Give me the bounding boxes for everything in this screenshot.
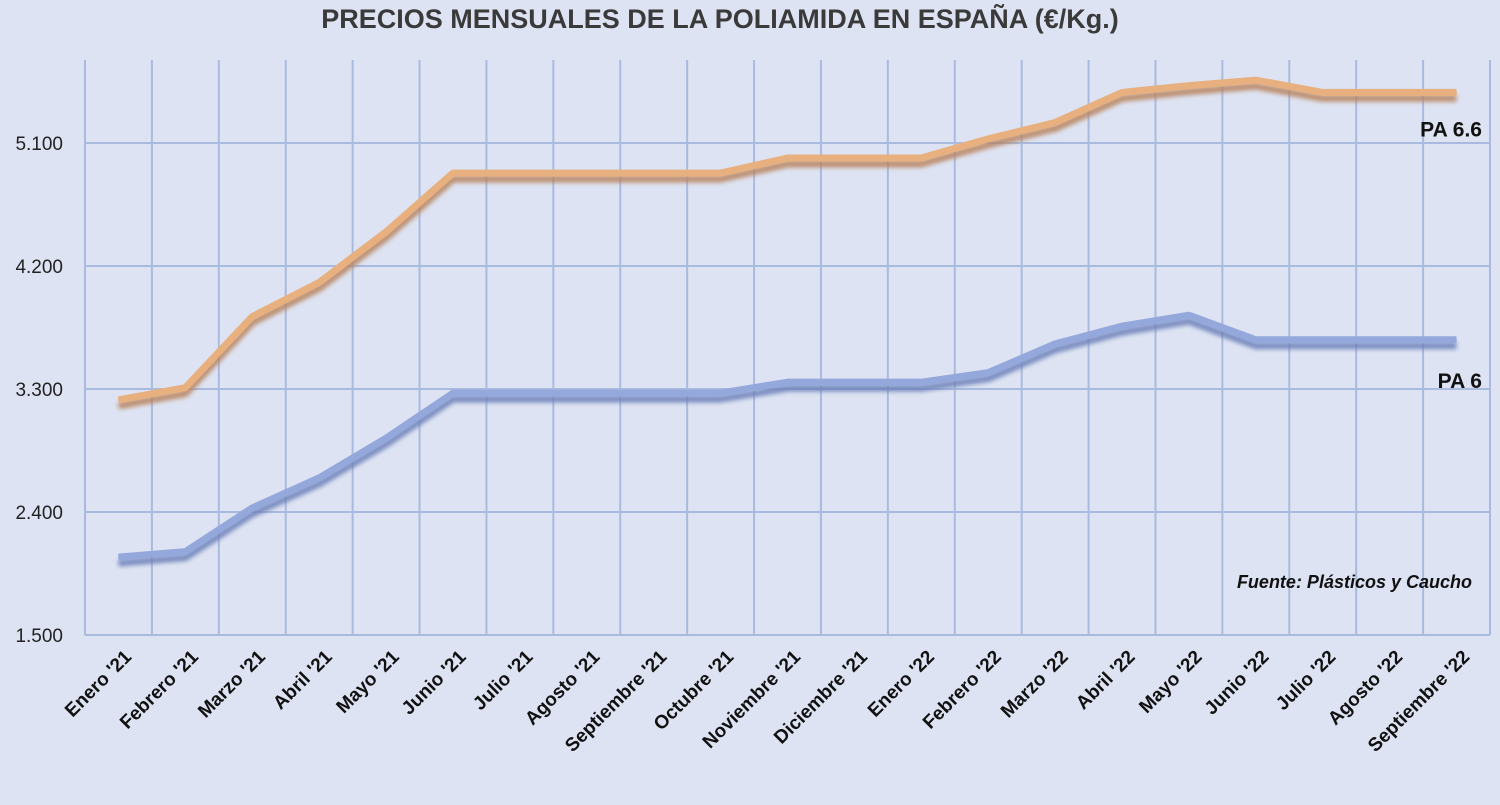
- data-point: [452, 392, 454, 394]
- series-shadow: [117, 82, 1457, 410]
- data-point: [1456, 91, 1458, 93]
- x-tick-label: Marzo '21: [194, 646, 270, 722]
- data-point: [853, 381, 855, 383]
- data-point: [987, 372, 989, 374]
- data-point: [1255, 339, 1257, 341]
- data-point: [853, 157, 855, 159]
- data-point: [1188, 314, 1190, 316]
- data-point: [653, 172, 655, 174]
- data-point: [653, 392, 655, 394]
- x-tick-label: Julio '21: [469, 646, 537, 714]
- series-label: PA 6.6: [1420, 118, 1482, 141]
- series-line-pa-6: [118, 311, 1457, 561]
- data-point: [184, 387, 186, 389]
- data-point: [385, 437, 387, 439]
- y-tick-label: 5.100: [15, 134, 63, 155]
- data-point: [318, 477, 320, 479]
- data-point: [251, 316, 253, 318]
- data-point: [1456, 339, 1458, 341]
- data-point: [720, 392, 722, 394]
- data-point: [1389, 91, 1391, 93]
- data-point: [1121, 91, 1123, 93]
- data-point: [385, 231, 387, 233]
- x-tick-label: Abril '22: [1072, 647, 1139, 714]
- source-annotation: Fuente: Plásticos y Caucho: [1237, 572, 1472, 592]
- data-point: [519, 172, 521, 174]
- data-point: [1322, 339, 1324, 341]
- data-point: [586, 172, 588, 174]
- chart-title: PRECIOS MENSUALES DE LA POLIAMIDA EN ESP…: [321, 4, 1119, 34]
- data-point: [1255, 79, 1257, 81]
- data-point: [117, 399, 119, 401]
- data-point: [720, 172, 722, 174]
- data-point: [1322, 91, 1324, 93]
- x-tick-label: Marzo '22: [997, 647, 1073, 723]
- x-tick-label: Junio '21: [398, 646, 471, 719]
- series-shadow: [118, 317, 1457, 567]
- data-point: [586, 392, 588, 394]
- data-point: [920, 157, 922, 159]
- data-point: [1054, 343, 1056, 345]
- x-tick-label: Julio '22: [1272, 647, 1340, 715]
- data-point: [787, 381, 788, 383]
- x-tick-label: Mayo '21: [333, 646, 404, 717]
- data-point: [251, 507, 253, 509]
- y-tick-label: 4.200: [15, 257, 63, 278]
- series-label: PA 6: [1438, 370, 1482, 393]
- x-tick-label: Mayo '22: [1135, 647, 1206, 718]
- data-point: [1054, 122, 1056, 123]
- x-tick-label: Abril '21: [269, 646, 337, 714]
- y-tick-label: 3.300: [15, 380, 63, 401]
- y-tick-label: 2.400: [15, 503, 63, 524]
- series-line-pa-6-6: [117, 76, 1457, 404]
- y-tick-label: 1.500: [15, 626, 63, 647]
- data-point: [1389, 339, 1391, 341]
- data-point: [1121, 325, 1123, 327]
- data-point: [318, 281, 320, 283]
- x-tick-label: Junio '22: [1201, 647, 1274, 720]
- data-point: [452, 172, 454, 174]
- data-point: [987, 138, 989, 140]
- data-point: [1188, 85, 1190, 87]
- data-point: [117, 556, 119, 558]
- data-point: [519, 392, 521, 394]
- data-point: [184, 551, 186, 553]
- data-point: [920, 381, 922, 383]
- data-point: [787, 157, 788, 159]
